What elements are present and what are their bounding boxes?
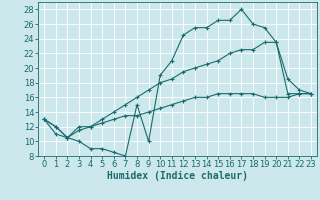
X-axis label: Humidex (Indice chaleur): Humidex (Indice chaleur) xyxy=(107,171,248,181)
